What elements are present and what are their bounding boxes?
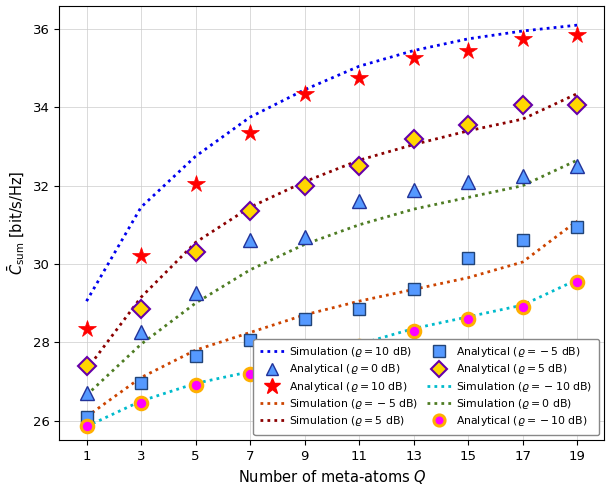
Y-axis label: $\bar{C}_{\mathrm{sum}}$ [bit/s/Hz]: $\bar{C}_{\mathrm{sum}}$ [bit/s/Hz]: [5, 171, 27, 275]
X-axis label: Number of meta-atoms $Q$: Number of meta-atoms $Q$: [238, 468, 426, 487]
Legend: Simulation ($\varrho = 10$ dB), Analytical ($\varrho = 0$ dB), Analytical ($\var: Simulation ($\varrho = 10$ dB), Analytic…: [253, 339, 599, 435]
